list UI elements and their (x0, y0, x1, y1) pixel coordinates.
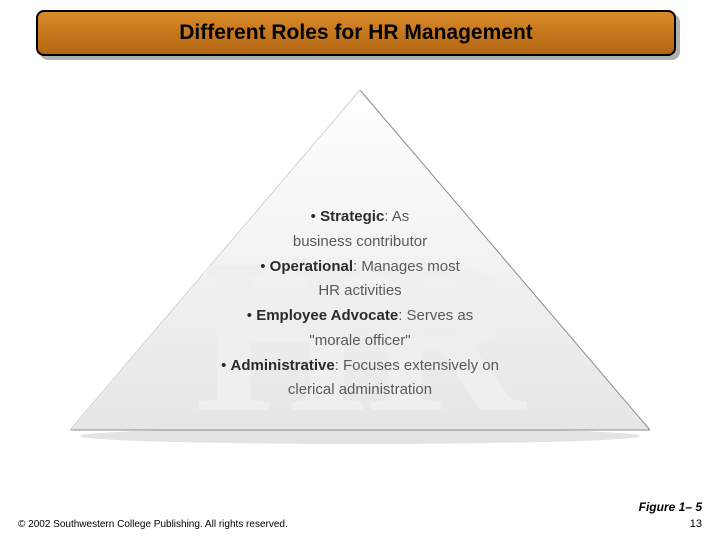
bullet-label: Employee Advocate (256, 307, 398, 324)
bullet-row-cont: HR activities (70, 279, 650, 304)
title-bar: Different Roles for HR Management (36, 10, 676, 56)
bullet-desc: : Focuses extensively on (335, 357, 499, 374)
page-number: 13 (690, 518, 702, 530)
bullet-dot: • (311, 208, 320, 225)
bullet-label: Strategic (320, 208, 384, 225)
copyright-text: © 2002 Southwestern College Publishing. … (18, 519, 288, 530)
bullet-desc: : Manages most (353, 258, 460, 275)
bullet-row: • Strategic: As (70, 205, 650, 230)
bullet-row: • Operational: Manages most (70, 255, 650, 280)
bullet-dot: • (260, 258, 269, 275)
bullet-row: • Administrative: Focuses extensively on (70, 354, 650, 379)
bullet-label: Operational (270, 258, 353, 275)
pyramid-container: HR • Strategic: Asbusiness contributor• … (70, 90, 650, 460)
bullet-desc: : Serves as (398, 307, 473, 324)
bullet-row: • Employee Advocate: Serves as (70, 304, 650, 329)
title-text: Different Roles for HR Management (179, 21, 533, 45)
bullet-row-cont: clerical administration (70, 378, 650, 403)
bullet-dot: • (247, 307, 256, 324)
bullet-row-cont: "morale officer" (70, 329, 650, 354)
bullet-row-cont: business contributor (70, 230, 650, 255)
bullet-list: • Strategic: Asbusiness contributor• Ope… (70, 205, 650, 403)
figure-label: Figure 1– 5 (639, 500, 702, 514)
bullet-label: Administrative (230, 357, 334, 374)
bullet-desc: : As (384, 208, 409, 225)
